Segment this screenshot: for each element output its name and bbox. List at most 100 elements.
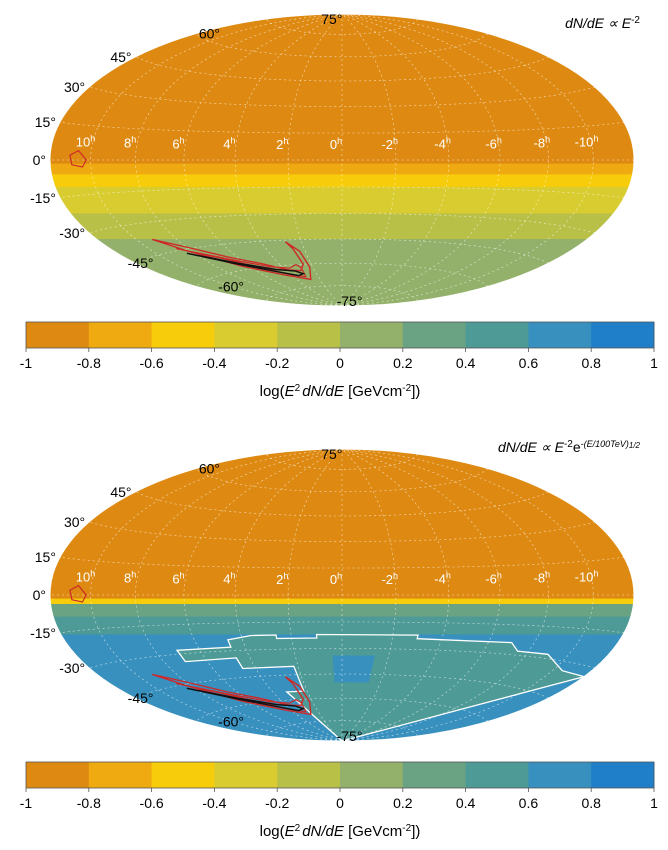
dec-tick-label: 45° [110, 484, 131, 500]
contours [69, 584, 312, 716]
colorbar-tick-label: 0.4 [456, 795, 476, 811]
panel-top: 10h 8h 6h 4h 2h 0h -2h -4h -6h -8h -10h75°60°45°30… [20, 11, 658, 400]
ra-line [234, 448, 343, 742]
colorbar-tick-label: -0.6 [140, 795, 164, 811]
colorbar-tick-label: -0.4 [202, 355, 226, 371]
colorbar-segment [88, 762, 153, 788]
dec-tick-label: 0° [33, 587, 46, 603]
colorbar-tick-label: 0.8 [581, 795, 601, 811]
colorbar-segment [151, 322, 215, 348]
colorbar-segment [465, 762, 529, 788]
colorbar-tick-label: 1 [650, 355, 658, 371]
colorbar-segment [277, 322, 341, 348]
colorbar-segment [465, 322, 529, 348]
dec-tick-label: 75° [321, 446, 342, 462]
dec-line [195, 33, 489, 58]
dec-tick-label: -45° [128, 255, 154, 271]
colorbar-tick-label: -0.2 [265, 795, 289, 811]
colorbar-tick-label: 0.4 [456, 355, 476, 371]
ra-line [341, 13, 501, 307]
colorbar-segment [26, 762, 90, 788]
dec-line [266, 18, 418, 35]
dec-line [59, 556, 625, 569]
contour-small [69, 149, 88, 168]
colorbar-tick-label: 1 [650, 795, 658, 811]
dec-line [266, 720, 418, 737]
colorbar-segment [214, 322, 278, 348]
dec-tick-label: 0° [33, 152, 46, 168]
ra-line [341, 13, 594, 307]
colorbar-segment [214, 762, 278, 788]
dec-tick-label: -15° [30, 625, 56, 641]
colorbar-segment [528, 762, 592, 788]
dec-tick-label: 45° [110, 49, 131, 65]
graticule [50, 13, 634, 307]
ra-line [234, 13, 343, 307]
dec-tick-label: -45° [128, 690, 154, 706]
dec-tick-label: 15° [35, 549, 56, 565]
colorbar-tick-label: 0.2 [393, 795, 413, 811]
colorbar-label: log(E2 dN/dE [GeVcm-2]) [260, 823, 421, 841]
ra-line [341, 448, 450, 742]
colorbar-tick-label: -0.8 [77, 795, 101, 811]
colorbar-tick-label: 0.2 [393, 355, 413, 371]
dec-tick-label: -30° [59, 225, 85, 241]
region-patch [332, 655, 375, 683]
ra-tick-label: -10h [575, 569, 599, 585]
colorbar-tick-label: -1 [20, 355, 33, 371]
colorbar-segment [402, 322, 467, 348]
contour-small [69, 584, 88, 603]
ra-line [341, 448, 501, 742]
ra-line [341, 448, 594, 742]
dec-tick-label: 30° [64, 79, 85, 95]
dec-tick-label: -60° [218, 278, 244, 294]
panel-title: dN/dE ∝ E-2 [565, 15, 640, 32]
colorbar-segment [340, 322, 404, 348]
ra-tick-label: -10h [575, 134, 599, 150]
panel-bottom: 10h 8h 6h 4h 2h 0h -2h -4h -6h -8h -10h75°60°45°30… [20, 439, 658, 841]
dec-line [266, 285, 418, 302]
dec-tick-label: 30° [64, 514, 85, 530]
dec-tick-label: -75° [337, 293, 363, 309]
dec-tick-label: 75° [321, 11, 342, 27]
colorbar-segment [340, 762, 404, 788]
ra-line [90, 448, 343, 742]
sky-border [49, 13, 635, 307]
colorbar-label: log(E2 dN/dE [GeVcm-2]) [260, 383, 421, 401]
colorbar-segment [591, 322, 655, 348]
colorbar-tick-label: -0.6 [140, 355, 164, 371]
graticule [50, 448, 634, 742]
band-1 [50, 598, 634, 605]
colorbar: -1 -0.8 -0.6 -0.4 -0.2 0 0.2 0.4 0.6 0.8 1 log(E2 dN… [20, 761, 658, 841]
ra-line [341, 13, 450, 307]
colorbar-tick-label: 0 [336, 795, 344, 811]
dec-line [195, 468, 489, 493]
dec-tick-label: 60° [199, 461, 220, 477]
dec-tick-label: -15° [30, 190, 56, 206]
dec-tick-label: 15° [35, 114, 56, 130]
colorbar-tick-label: 0.8 [581, 355, 601, 371]
contour-inner [186, 252, 306, 277]
dec-line [195, 262, 489, 287]
panel-title: dN/dE ∝ E-2e-(E/100TeV)1/2 [498, 439, 641, 456]
colorbar-segment [26, 322, 90, 348]
dec-tick-label: -60° [218, 713, 244, 729]
colorbar: -1 -0.8 -0.6 -0.4 -0.2 0 0.2 0.4 0.6 0.8 1 log(E2 dN… [20, 321, 658, 401]
contour-outer [152, 673, 312, 716]
dec-line [89, 521, 595, 542]
colorbar-segment [88, 322, 153, 348]
colorbar-tick-label: 0 [336, 355, 344, 371]
dec-line [266, 453, 418, 470]
dec-tick-label: -75° [337, 728, 363, 744]
sky-border [49, 448, 635, 742]
dec-line [89, 86, 595, 107]
dec-line [59, 121, 625, 134]
colorbar-segment [151, 762, 215, 788]
colorbar-segment [402, 762, 467, 788]
colorbar-segment [591, 762, 655, 788]
colorbar-segment [277, 762, 341, 788]
colorbar-tick-label: -0.8 [77, 355, 101, 371]
ra-line [90, 13, 343, 307]
dec-line [195, 697, 489, 722]
